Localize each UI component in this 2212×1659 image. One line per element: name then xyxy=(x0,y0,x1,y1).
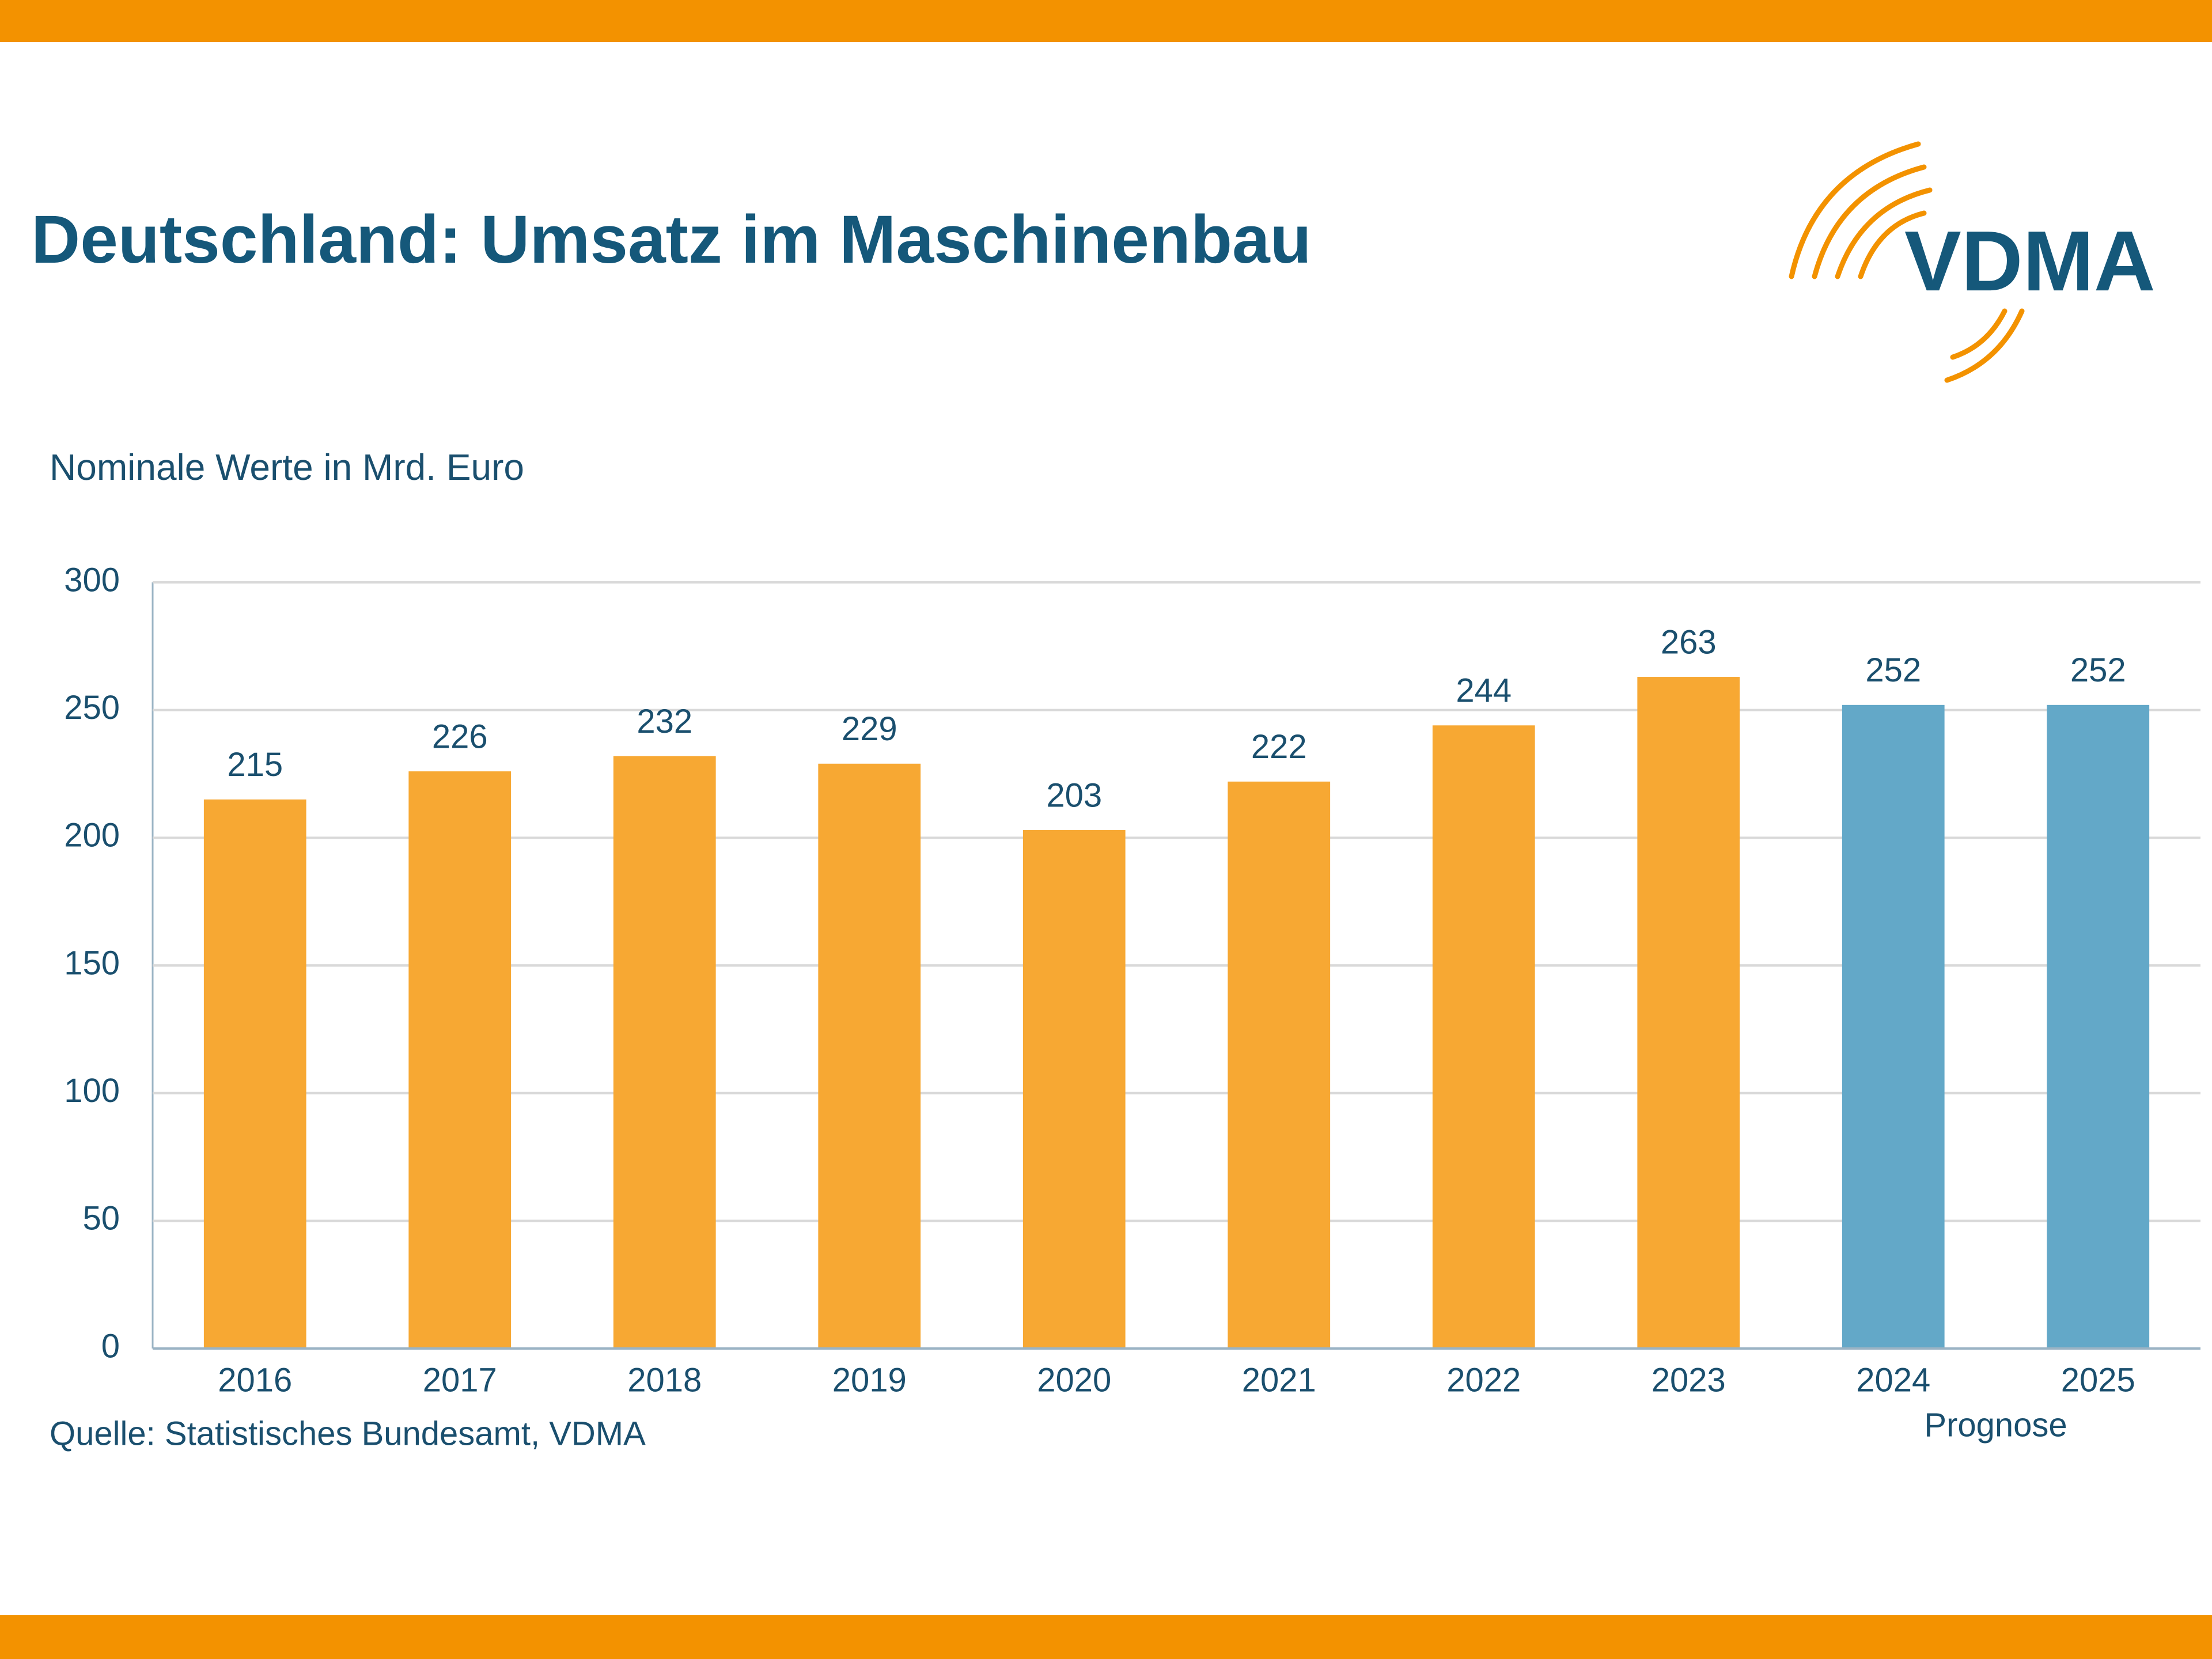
logo-text: VDMA xyxy=(1904,214,2156,309)
source-note: Quelle: Statistisches Bundesamt, VDMA xyxy=(50,1415,646,1452)
bar xyxy=(1022,830,1126,1349)
y-tick-label: 50 xyxy=(82,1200,120,1237)
bar xyxy=(203,799,306,1349)
x-tick-label: 2025 xyxy=(2061,1361,2135,1399)
bar xyxy=(613,756,716,1349)
value-label: 244 xyxy=(1456,672,1512,710)
value-label: 203 xyxy=(1046,777,1102,814)
value-label: 226 xyxy=(432,718,488,755)
y-tick-label: 250 xyxy=(64,689,120,726)
value-label: 229 xyxy=(842,710,897,748)
bar xyxy=(1228,781,1331,1349)
chart-title: Deutschland: Umsatz im Maschinenbau xyxy=(31,202,1312,278)
x-tick-label: 2017 xyxy=(423,1361,497,1399)
value-label: 232 xyxy=(637,703,692,740)
bar xyxy=(1842,704,1945,1349)
logo-arcs xyxy=(1789,141,2025,383)
bar xyxy=(818,763,921,1349)
value-label: 215 xyxy=(227,746,283,783)
chart-subtitle: Nominale Werte in Mrd. Euro xyxy=(50,446,524,488)
bar xyxy=(408,771,512,1349)
top-band xyxy=(0,0,2212,42)
x-tick-label: 2020 xyxy=(1037,1361,1111,1399)
value-label: 263 xyxy=(1661,623,1717,661)
y-tick-label: 300 xyxy=(64,561,120,599)
x-tick-label: 2021 xyxy=(1242,1361,1316,1399)
x-tick-label: 2016 xyxy=(218,1361,292,1399)
x-tick-label: 2023 xyxy=(1652,1361,1726,1399)
y-tick-label: 150 xyxy=(64,944,120,982)
x-tick-label: 2018 xyxy=(627,1361,702,1399)
x-tick-label: 2019 xyxy=(832,1361,907,1399)
value-label: 252 xyxy=(2070,652,2126,689)
x-tick-label: 2022 xyxy=(1446,1361,1521,1399)
bottom-band xyxy=(0,1615,2212,1659)
y-tick-label: 100 xyxy=(64,1072,120,1109)
value-label: 252 xyxy=(1865,652,1921,689)
y-tick-label: 0 xyxy=(101,1327,120,1365)
y-tick-label: 200 xyxy=(64,817,120,854)
annotation: Prognose xyxy=(1924,1406,2067,1444)
bar xyxy=(2047,704,2150,1349)
x-tick-label: 2024 xyxy=(1856,1361,1930,1399)
value-label: 222 xyxy=(1251,728,1307,766)
bar xyxy=(1432,725,1535,1349)
bar xyxy=(1637,677,1740,1349)
